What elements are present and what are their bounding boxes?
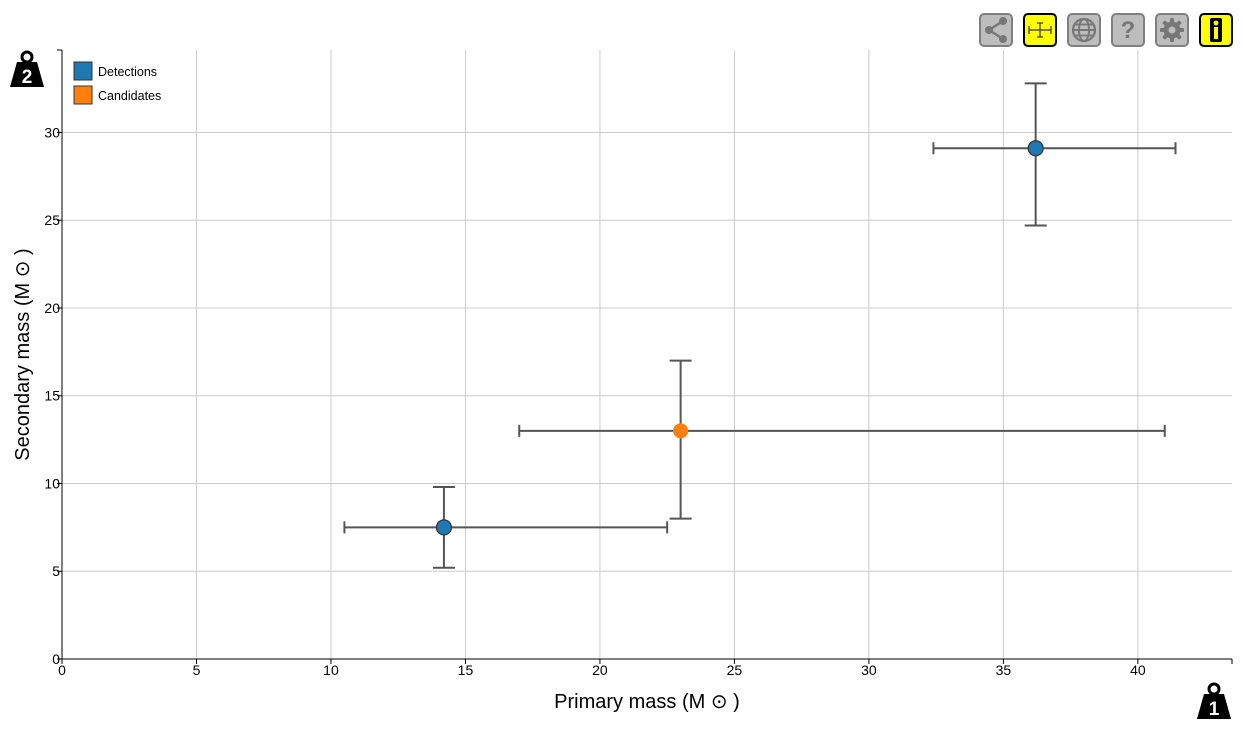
x-axis-label: Primary mass (M ⊙ ) bbox=[554, 691, 740, 713]
x-tick-label: 35 bbox=[996, 662, 1012, 678]
settings-button[interactable] bbox=[1155, 13, 1189, 47]
x-tick-label: 30 bbox=[861, 662, 877, 678]
y-ticks: 0 5 10 15 20 25 30 bbox=[44, 49, 62, 667]
y-tick-label: 25 bbox=[44, 212, 60, 228]
data-point[interactable] bbox=[673, 423, 689, 439]
legend-swatch bbox=[73, 61, 93, 81]
y-axis-weight-icon[interactable]: 2 bbox=[8, 50, 46, 88]
y-tick-label: 30 bbox=[44, 124, 60, 140]
x-tick-label: 5 bbox=[193, 662, 201, 678]
error-bars-button[interactable] bbox=[1023, 13, 1057, 47]
y-axis-weight-label: 2 bbox=[22, 67, 33, 88]
x-tick-label: 25 bbox=[727, 662, 743, 678]
help-button[interactable]: ? bbox=[1111, 13, 1145, 47]
data-point-group bbox=[932, 82, 1177, 227]
legend-swatch bbox=[73, 85, 93, 105]
x-tick-label: 20 bbox=[592, 662, 608, 678]
toolbar: ? bbox=[979, 13, 1233, 47]
x-tick-label: 0 bbox=[58, 662, 66, 678]
info-icon bbox=[1210, 18, 1222, 42]
globe-icon bbox=[1071, 17, 1097, 43]
x-axis-weight-icon[interactable]: 1 bbox=[1195, 682, 1233, 720]
x-tick-label: 40 bbox=[1130, 662, 1146, 678]
error-bars-icon bbox=[1028, 22, 1052, 38]
x-tick-label: 10 bbox=[323, 662, 339, 678]
x-axis-weight-label: 1 bbox=[1209, 699, 1220, 720]
info-button[interactable] bbox=[1199, 13, 1233, 47]
data-point-group bbox=[518, 359, 1166, 520]
share-button[interactable] bbox=[979, 13, 1013, 47]
share-icon bbox=[985, 17, 1007, 43]
x-ticks: 0 5 10 15 20 25 30 35 40 bbox=[58, 659, 1233, 678]
y-tick-label: 5 bbox=[52, 563, 60, 579]
globe-button[interactable] bbox=[1067, 13, 1101, 47]
help-icon: ? bbox=[1121, 17, 1136, 44]
y-tick-label: 10 bbox=[44, 475, 60, 491]
x-tick-label: 15 bbox=[458, 662, 474, 678]
data-point[interactable] bbox=[435, 519, 453, 536]
data-points bbox=[343, 82, 1177, 569]
axes: 0 5 10 15 20 25 30 35 40 0 5 10 15 20 25 30 Primary ma… bbox=[12, 49, 1233, 713]
gear-icon bbox=[1160, 18, 1184, 42]
grid bbox=[62, 50, 1232, 659]
svg-text:?: ? bbox=[1121, 17, 1136, 44]
y-tick-label: 20 bbox=[44, 300, 60, 316]
y-tick-label: 15 bbox=[44, 388, 60, 404]
y-axis-label: Secondary mass (M ⊙ ) bbox=[12, 248, 34, 460]
y-tick-label: 0 bbox=[52, 651, 60, 667]
legend: Detections Candidates bbox=[73, 61, 161, 105]
data-point[interactable] bbox=[1027, 140, 1044, 157]
legend-label: Candidates bbox=[98, 89, 161, 103]
data-point-group bbox=[343, 486, 669, 569]
legend-label: Detections bbox=[98, 65, 157, 79]
